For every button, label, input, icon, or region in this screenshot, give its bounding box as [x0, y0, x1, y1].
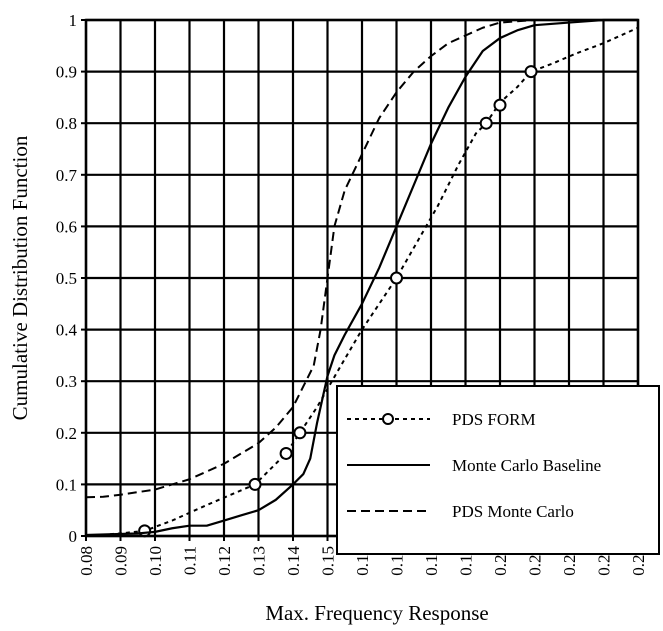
- x-tick-label: 0.11: [181, 546, 200, 575]
- y-tick-label: 0.3: [56, 372, 77, 391]
- series-line-pds-monte-carlo: [85, 19, 535, 499]
- x-tick-label: 0.12: [215, 546, 234, 576]
- legend-label-monte-carlo-baseline: Monte Carlo Baseline: [452, 456, 601, 475]
- data-point-pds-form: [248, 477, 262, 491]
- y-tick-label: 0.2: [56, 424, 77, 443]
- y-tick-label: 0.8: [56, 114, 77, 133]
- y-tick-label: 0.6: [56, 217, 77, 236]
- x-axis-title: Max. Frequency Response: [265, 601, 488, 625]
- data-point-pds-form: [390, 271, 403, 285]
- data-point-pds-form: [524, 65, 538, 79]
- y-tick-label: 0: [69, 527, 78, 546]
- series-layer: [85, 18, 639, 538]
- y-tick-label: 0.9: [56, 63, 77, 82]
- data-point-pds-form: [493, 98, 507, 112]
- x-tick-label: 0.09: [112, 546, 131, 576]
- data-point-pds-form: [293, 426, 307, 440]
- series-line-monte-carlo-baseline: [85, 18, 638, 537]
- x-tick-label: 0.14: [284, 546, 303, 576]
- y-axis-title: Cumulative Distribution Function: [8, 135, 32, 420]
- legend-label-pds-form: PDS FORM: [452, 410, 536, 429]
- x-tick-label: 0.13: [250, 546, 269, 576]
- legend-label-pds-monte-carlo: PDS Monte Carlo: [452, 502, 574, 521]
- y-tick-label: 0.1: [56, 475, 77, 494]
- x-tick-label: 0.15: [319, 546, 338, 576]
- data-point-pds-form: [479, 116, 493, 130]
- y-tick-label: 0.4: [56, 321, 78, 340]
- data-point-pds-form: [138, 524, 152, 538]
- y-tick-label: 0.5: [56, 269, 77, 288]
- data-point-pds-form: [279, 446, 293, 460]
- y-tick-label: 1: [69, 11, 78, 30]
- legend: PDS FORM Monte Carlo Baseline PDS Monte …: [336, 385, 660, 555]
- x-tick-label: 0.08: [77, 546, 96, 576]
- y-tick-label: 0.7: [56, 166, 78, 185]
- legend-marker-pds-form: [382, 413, 394, 425]
- x-tick-label: 0.10: [146, 546, 165, 576]
